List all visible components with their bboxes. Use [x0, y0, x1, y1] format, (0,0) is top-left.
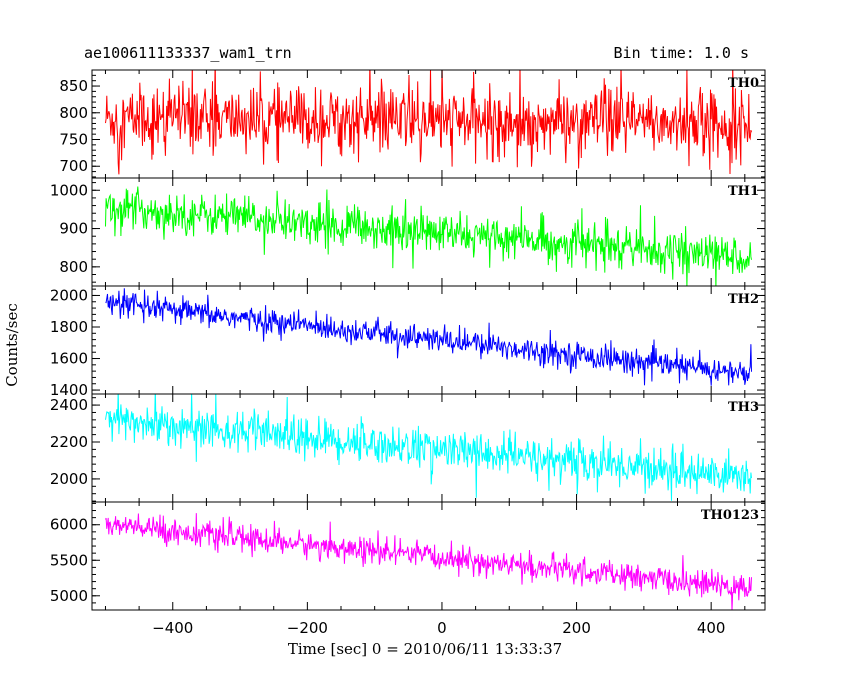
panel-frame-th0123 — [91, 501, 766, 611]
panel-label-th0123: TH0123 — [701, 508, 759, 523]
ytick-label-th2: 1800 — [50, 318, 88, 336]
y-axis-label: Counts/sec — [3, 303, 21, 387]
ytick-label-th0: 750 — [59, 131, 88, 149]
ytick-label-th2: 2000 — [50, 286, 88, 304]
ytick-label-th0: 700 — [59, 157, 88, 175]
panel-label-th1: TH1 — [728, 184, 759, 199]
xtick-label: −200 — [287, 619, 328, 637]
xtick-label: 200 — [562, 619, 591, 637]
series-th0123 — [105, 513, 752, 610]
series-th2 — [105, 288, 752, 386]
ytick-label-th0: 800 — [59, 104, 88, 122]
ytick-label-th0: 850 — [59, 77, 88, 95]
ytick-label-th2: 1400 — [50, 381, 88, 399]
ytick-label-th2: 1600 — [50, 350, 88, 368]
series-th1 — [105, 186, 752, 286]
series-th0 — [105, 70, 752, 175]
x-axis-label: Time [sec] 0 = 2010/06/11 13:33:37 — [288, 640, 562, 658]
ytick-label-th0123: 6000 — [50, 516, 88, 534]
panel-label-th0: TH0 — [728, 76, 759, 91]
ytick-label-th3: 2400 — [50, 396, 88, 414]
ytick-label-th0123: 5000 — [50, 587, 88, 605]
panels-group: TH0 700 750 800 850 TH1 800 900 1000 TH2 1400 1600 1… — [50, 69, 766, 637]
panel-frame-th3 — [91, 393, 766, 503]
panel-label-th2: TH2 — [728, 292, 759, 307]
ytick-label-th0123: 5500 — [50, 551, 88, 569]
xtick-label: 0 — [437, 619, 447, 637]
xtick-label: 400 — [697, 619, 726, 637]
series-th3 — [105, 394, 752, 501]
ytick-label-th1: 800 — [59, 258, 88, 276]
bin-time-label: Bin time: 1.0 s — [613, 44, 749, 62]
ytick-label-th1: 1000 — [50, 181, 88, 199]
plot-title: ae100611133337_wam1_trn — [84, 44, 292, 62]
panel-label-th3: TH3 — [728, 400, 759, 415]
ytick-label-th1: 900 — [59, 220, 88, 238]
ytick-label-th3: 2000 — [50, 470, 88, 488]
xtick-label: −400 — [152, 619, 193, 637]
ytick-label-th3: 2200 — [50, 433, 88, 451]
